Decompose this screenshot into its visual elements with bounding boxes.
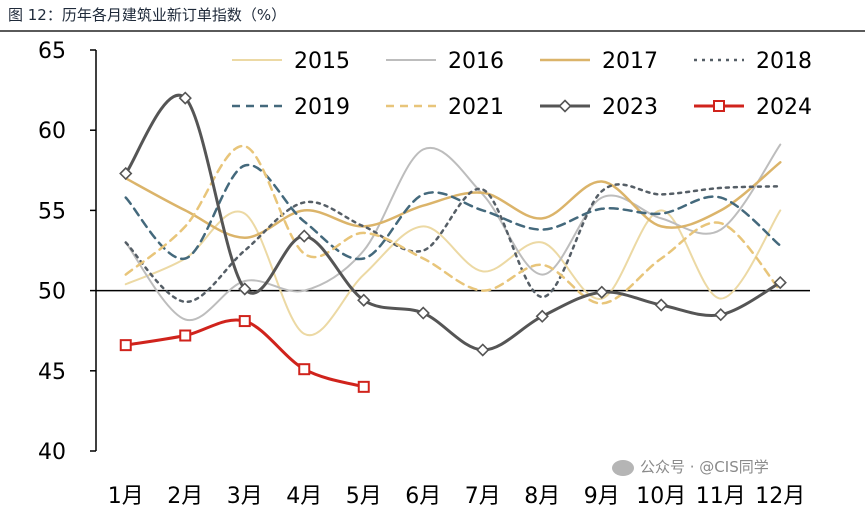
- series-2021: [124, 144, 782, 305]
- legend-label-2023: 2023: [602, 95, 658, 120]
- point-2023-2: [238, 282, 252, 296]
- point-2023-8: [595, 285, 609, 299]
- x-tick-label-10: 10月: [636, 484, 686, 508]
- point-2023-4: [357, 293, 371, 307]
- legend-item-2019: 2019: [232, 95, 350, 120]
- line-2015: [124, 209, 782, 337]
- y-tick-label-50: 50: [38, 280, 66, 305]
- x-tick-label-5: 5月: [346, 484, 382, 508]
- line-2024: [124, 318, 366, 389]
- chart-axes: 40 45 50 55 60 65 1月 2月 3月 4月 5月 6月 7月 8月 9月 10月 11月 12月: [38, 39, 810, 508]
- series-2016: [124, 143, 782, 322]
- point-2023-legend: [558, 99, 572, 113]
- point-2023-7: [535, 309, 549, 323]
- point-2024-2: [238, 315, 251, 328]
- legend-item-2021: 2021: [386, 95, 504, 120]
- line-2017: [124, 161, 782, 239]
- x-tick-label-3: 3月: [227, 484, 263, 508]
- point-2024-1: [179, 329, 192, 342]
- y-tick-label-45: 45: [38, 360, 66, 385]
- series-2018: [124, 183, 782, 304]
- x-tick-label-7: 7月: [465, 484, 501, 508]
- title-rule: [0, 30, 865, 32]
- x-tick-label-11: 11月: [696, 484, 746, 508]
- point-2024-4: [357, 380, 370, 393]
- legend-label-2015: 2015: [294, 49, 350, 74]
- legend-item-2015: 2015: [232, 49, 350, 74]
- legend-label-2019: 2019: [294, 95, 350, 120]
- legend-item-2024: 2024: [694, 95, 812, 120]
- legend-label-2024: 2024: [756, 95, 812, 120]
- legend-item-2018: 2018: [694, 49, 812, 74]
- chart-legend: 2015 2016 2017 2018 2019 2021 2023 2024: [232, 49, 812, 120]
- point-2023-10: [714, 308, 728, 322]
- series-layer: [119, 91, 787, 393]
- legend-label-2017: 2017: [602, 49, 658, 74]
- point-2023-1: [178, 91, 192, 105]
- point-2023-3: [297, 229, 311, 243]
- series-2017: [124, 161, 782, 239]
- legend-label-2021: 2021: [448, 95, 504, 120]
- x-tick-label-4: 4月: [286, 484, 322, 508]
- line-2016: [124, 143, 782, 322]
- line-2023: [124, 93, 782, 352]
- point-2023-6: [476, 343, 490, 357]
- watermark: 公众号 · @CIS同学: [612, 456, 769, 477]
- y-tick-label-55: 55: [38, 199, 66, 224]
- x-tick-label-6: 6月: [405, 484, 441, 508]
- point-2023-11: [773, 275, 787, 290]
- point-2023-0: [119, 166, 133, 181]
- figure-title: 图 12：历年各月建筑业新订单指数（%）: [8, 6, 287, 24]
- legend-item-2023: 2023: [540, 95, 658, 120]
- x-tick-label-1: 1月: [108, 484, 144, 508]
- line-2018: [124, 183, 782, 304]
- watermark-text: 公众号 · @CIS同学: [640, 458, 769, 476]
- series-2019: [124, 163, 782, 261]
- x-tick-label-9: 9月: [584, 484, 620, 508]
- y-tick-label-60: 60: [38, 119, 66, 144]
- wechat-icon: [612, 459, 634, 476]
- legend-item-2017: 2017: [540, 49, 658, 74]
- point-2024-legend: [713, 100, 725, 112]
- series-2023: [119, 91, 787, 357]
- series-2015: [124, 209, 782, 337]
- series-2024: [119, 315, 370, 393]
- y-tick-label-65: 65: [38, 39, 66, 64]
- x-tick-label-8: 8月: [524, 484, 560, 508]
- x-tick-label-12: 12月: [755, 484, 805, 508]
- point-2023-9: [654, 298, 668, 312]
- legend-item-2016: 2016: [386, 49, 504, 74]
- x-tick-label-2: 2月: [167, 484, 203, 508]
- line-2021: [124, 144, 782, 305]
- line-2019: [124, 163, 782, 261]
- point-2023-5: [416, 306, 430, 320]
- point-2024-0: [119, 339, 132, 352]
- point-2024-3: [298, 363, 311, 376]
- legend-label-2016: 2016: [448, 49, 504, 74]
- legend-label-2018: 2018: [756, 49, 812, 74]
- y-tick-label-40: 40: [38, 440, 66, 465]
